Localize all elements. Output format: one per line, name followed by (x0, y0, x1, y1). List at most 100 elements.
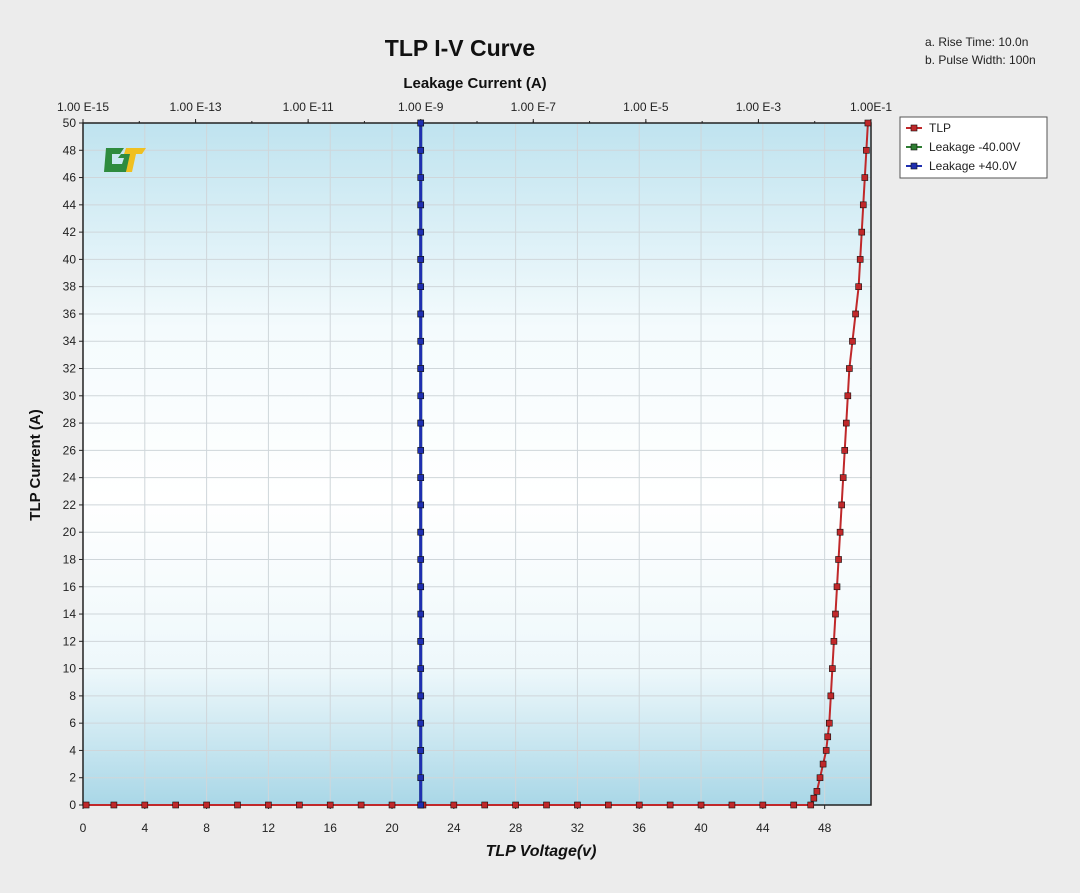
x-tick-label: 0 (80, 821, 87, 835)
series-point (666, 801, 674, 809)
series-point (357, 801, 365, 809)
series-point (839, 474, 847, 481)
legend-box (899, 116, 1048, 179)
x2-tick-label: 1.00 E-11 (283, 100, 334, 114)
y-tick-label: 18 (63, 552, 77, 566)
series-point (824, 733, 832, 741)
y-tick-label: 40 (63, 252, 77, 266)
x-tick-label: 48 (818, 821, 832, 835)
series-point (417, 419, 425, 427)
series-point (417, 365, 425, 372)
series-point (832, 610, 839, 618)
legend-label: TLP (929, 121, 951, 135)
y-tick-label: 10 (63, 662, 77, 676)
series-layer (82, 119, 872, 809)
series-point (833, 583, 841, 591)
y-tick-label: 48 (63, 143, 77, 157)
y-tick-label: 2 (69, 771, 76, 785)
chart-title: TLP I-V Curve (385, 35, 535, 61)
x2-tick-label: 1.00 E-13 (170, 100, 222, 114)
series-point (417, 174, 425, 181)
x2-tick-label: 1.00E-1 (850, 100, 892, 114)
x-tick-label: 12 (262, 821, 276, 835)
series-point (825, 719, 833, 727)
series-point (829, 665, 836, 672)
series-point (417, 283, 425, 290)
x2-tick-label: 1.00 E-3 (736, 100, 782, 114)
x-tick-label: 24 (447, 821, 461, 835)
x-tick-label: 36 (633, 821, 647, 835)
y-tick-label: 12 (63, 634, 77, 648)
y-tick-label: 8 (69, 689, 76, 703)
y-tick-label: 46 (63, 171, 77, 185)
y-tick-label: 22 (63, 498, 77, 512)
x-tick-label: 4 (141, 821, 148, 835)
series-point (858, 228, 866, 236)
x2-tick-label: 1.00 E-7 (511, 100, 557, 114)
note-pulse-width: b. Pulse Width: 100n (925, 53, 1036, 67)
series-point (574, 801, 581, 809)
series-point (864, 119, 872, 127)
series-point (417, 801, 425, 809)
series-line-0 (86, 122, 869, 806)
series-point (110, 801, 118, 809)
series-point (810, 794, 818, 802)
y-tick-label: 42 (63, 225, 77, 239)
series-point (417, 556, 425, 563)
series-point (822, 747, 830, 754)
series-point (417, 665, 425, 672)
series-point (417, 747, 425, 754)
legend-label: Leakage +40.0V (929, 159, 1017, 173)
series-point (296, 801, 303, 809)
x2-axis-label: Leakage Current (A) (403, 75, 546, 92)
y-axis-label: TLP Current (A) (27, 409, 44, 520)
series-point (450, 801, 458, 809)
series-point (512, 801, 519, 809)
series-point (605, 801, 612, 809)
series-point (846, 365, 853, 372)
series-point (417, 392, 425, 400)
series-point (417, 583, 425, 591)
legend-marker (910, 162, 918, 170)
series-point (807, 801, 815, 809)
x-tick-label: 20 (385, 821, 399, 835)
x-tick-label: 40 (694, 821, 708, 835)
legend-marker (910, 143, 918, 151)
plot-background (83, 123, 871, 805)
series-point (635, 801, 643, 809)
series-point (852, 310, 859, 318)
series-point (417, 119, 425, 127)
y-tick-label: 34 (63, 334, 77, 348)
x2-tick-label: 1.00 E-15 (57, 100, 109, 114)
series-point (82, 801, 90, 809)
series-point (830, 638, 838, 645)
series-point (861, 174, 869, 181)
series-point (841, 447, 849, 454)
y-tick-label: 50 (63, 116, 77, 130)
series-point (388, 801, 396, 809)
series-point (728, 801, 736, 809)
series-point (481, 801, 489, 809)
grid-layer (82, 122, 871, 806)
x-tick-label: 44 (756, 821, 770, 835)
series-point (816, 774, 824, 782)
legend-marker (910, 124, 918, 132)
y-tick-label: 4 (69, 743, 76, 757)
y-tick-label: 44 (63, 198, 77, 212)
series-point (417, 610, 425, 618)
x-tick-label: 32 (571, 821, 585, 835)
legend-items: TLP Leakage -40.00V Leakage +40.0V (906, 121, 1020, 173)
series-point (417, 501, 425, 509)
x2-tick-label: 1.00 E-5 (623, 100, 669, 114)
series-point (855, 283, 862, 290)
series-point (849, 337, 856, 345)
x-tick-label: 16 (324, 821, 338, 835)
legend: TLP Leakage -40.00V Leakage +40.0V (899, 116, 1048, 179)
series-point (863, 146, 870, 154)
series-point (265, 801, 272, 809)
series-point (835, 556, 842, 563)
series-point (417, 337, 425, 345)
series-point (417, 228, 425, 236)
